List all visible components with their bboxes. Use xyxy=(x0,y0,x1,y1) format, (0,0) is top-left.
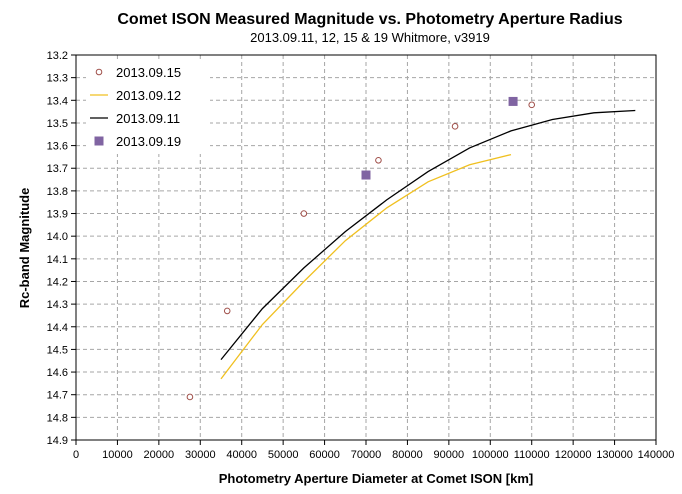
chart-title: Comet ISON Measured Magnitude vs. Photom… xyxy=(117,11,622,28)
x-tick-label: 10000 xyxy=(102,449,133,461)
y-tick-label: 14.6 xyxy=(47,367,68,379)
y-tick-label: 14.0 xyxy=(47,231,68,243)
x-axis-ticks: 0 10000 20000 30000 40000 50000 60000 70000 8000… xyxy=(73,440,674,461)
x-tick-label: 120000 xyxy=(555,449,592,461)
y-tick-label: 14.9 xyxy=(47,435,68,447)
y-tick-label: 14.4 xyxy=(47,322,68,334)
series-layer xyxy=(187,97,635,400)
legend-label: 2013.09.11 xyxy=(116,111,180,126)
y-tick-label: 13.4 xyxy=(47,95,68,107)
y-tick-label: 13.5 xyxy=(47,118,68,130)
y-tick-label: 14.1 xyxy=(47,254,68,266)
y-tick-label: 13.9 xyxy=(47,209,68,221)
data-point-2013-09-19 xyxy=(509,97,518,106)
data-point-2013-09-15 xyxy=(376,158,382,164)
x-tick-label: 20000 xyxy=(144,449,175,461)
x-tick-label: 60000 xyxy=(309,449,340,461)
y-tick-label: 13.6 xyxy=(47,141,68,153)
data-point-2013-09-15 xyxy=(529,102,535,108)
y-tick-label: 14.3 xyxy=(47,299,68,311)
legend-label: 2013.09.15 xyxy=(116,65,181,80)
y-axis-ticks: 13.2 13.3 13.4 13.5 13.6 13.7 13.8 13.9 14.0 14.1… xyxy=(47,50,76,447)
x-tick-label: 40000 xyxy=(226,449,257,461)
x-tick-label: 90000 xyxy=(434,449,465,461)
data-point-2013-09-19 xyxy=(362,171,371,180)
x-tick-label: 130000 xyxy=(596,449,633,461)
data-point-2013-09-15 xyxy=(187,394,193,400)
legend-swatch-2013-09-19 xyxy=(95,137,104,146)
legend-swatch-2013-09-15 xyxy=(96,69,102,75)
y-tick-label: 14.8 xyxy=(47,412,68,424)
y-tick-label: 14.5 xyxy=(47,344,68,356)
x-tick-label: 0 xyxy=(73,449,79,461)
y-tick-label: 14.2 xyxy=(47,276,68,288)
y-tick-label: 13.7 xyxy=(47,163,68,175)
chart-subtitle: 2013.09.11, 12, 15 & 19 Whitmore, v3919 xyxy=(250,30,490,45)
y-tick-label: 13.3 xyxy=(47,73,68,85)
y-tick-label: 13.2 xyxy=(47,50,68,62)
legend-label: 2013.09.12 xyxy=(116,88,181,103)
x-tick-label: 100000 xyxy=(472,449,509,461)
legend-label: 2013.09.19 xyxy=(116,134,181,149)
y-tick-label: 14.7 xyxy=(47,390,68,402)
chart-canvas: Comet ISON Measured Magnitude vs. Photom… xyxy=(0,0,682,494)
data-point-2013-09-15 xyxy=(224,308,230,314)
y-axis-label: Rc-band Magnitude xyxy=(17,188,32,309)
x-tick-label: 80000 xyxy=(392,449,423,461)
x-tick-label: 50000 xyxy=(268,449,299,461)
chart-legend: 2013.09.15 2013.09.12 2013.09.11 2013.09.19 xyxy=(86,62,210,154)
x-tick-label: 70000 xyxy=(351,449,382,461)
data-point-2013-09-15 xyxy=(452,124,458,130)
x-tick-label: 30000 xyxy=(185,449,216,461)
y-tick-label: 13.8 xyxy=(47,186,68,198)
x-tick-label: 140000 xyxy=(638,449,675,461)
x-axis-label: Photometry Aperture Diameter at Comet IS… xyxy=(219,471,533,486)
chart-container: Comet ISON Measured Magnitude vs. Photom… xyxy=(0,0,682,494)
x-tick-label: 110000 xyxy=(514,449,550,461)
data-point-2013-09-15 xyxy=(301,211,307,217)
